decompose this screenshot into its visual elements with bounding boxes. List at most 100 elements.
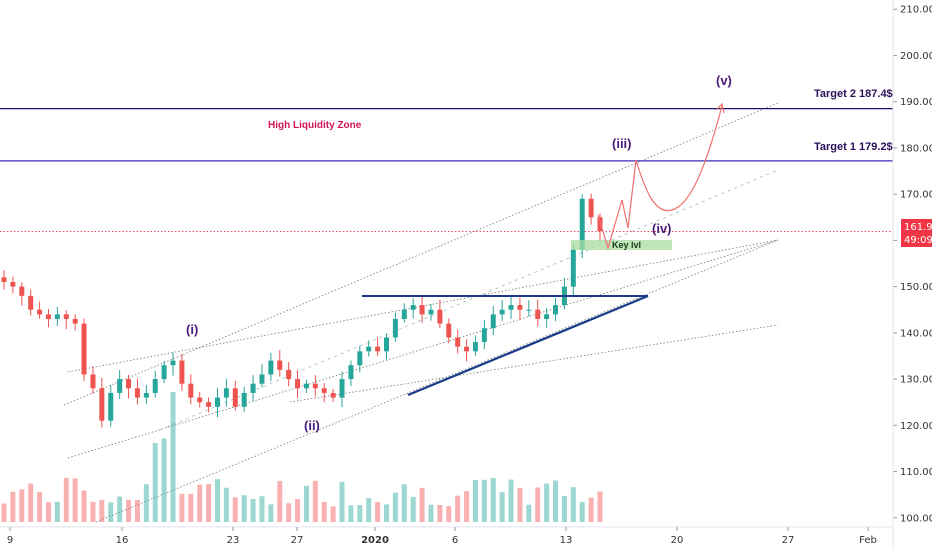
candles <box>1 193 603 428</box>
candle-body <box>143 392 149 398</box>
x-tick-label: Feb <box>859 535 877 546</box>
wave-label-i: (i) <box>186 322 198 337</box>
volume-bar <box>419 487 425 522</box>
candle-body <box>214 397 220 407</box>
y-tick-label: 190.00 <box>900 97 932 108</box>
volume-bar <box>54 501 60 522</box>
candle-body <box>517 305 523 310</box>
x-tick-label: 6 <box>452 535 458 546</box>
x-tick-label: 13 <box>560 535 573 546</box>
candle-body <box>90 374 96 389</box>
candle-body <box>579 198 585 250</box>
volume-bar <box>535 487 541 522</box>
candle-body <box>428 309 434 315</box>
y-tick-label: 100.00 <box>900 513 932 524</box>
volume-bar <box>161 438 167 522</box>
volume-bar <box>241 495 247 522</box>
volume-bar <box>45 502 51 522</box>
candle-body <box>499 309 505 315</box>
candle-body <box>472 342 478 352</box>
candle-body <box>179 360 185 384</box>
y-tick-label: 180.00 <box>900 143 932 154</box>
candle-body <box>303 383 309 389</box>
target-2-label: Target 2 187.4$ <box>814 88 893 100</box>
candle-body <box>481 328 487 343</box>
projection-arrowhead <box>715 102 725 114</box>
x-tick-label: 2020 <box>361 535 389 546</box>
candle-body <box>223 388 229 398</box>
candle-body <box>446 323 452 338</box>
y-tick-label: 110.00 <box>900 467 932 478</box>
candle-body <box>72 318 78 324</box>
candle-body <box>375 346 381 352</box>
volume-bar <box>339 481 345 522</box>
candle-body <box>134 388 140 398</box>
candle-body <box>357 351 363 366</box>
volume-bar <box>99 500 105 522</box>
volume-bar <box>446 506 452 522</box>
volume-bar <box>570 487 576 522</box>
volume-bar <box>152 442 158 522</box>
candle-body <box>241 392 247 407</box>
support-trendline <box>407 294 649 397</box>
volume-bar <box>37 492 43 522</box>
candle-body <box>19 286 25 296</box>
volume-bar <box>481 479 487 522</box>
volume-bar <box>295 499 301 522</box>
candle-body <box>259 374 265 384</box>
candle-body <box>339 379 345 398</box>
volume-bar <box>117 496 123 522</box>
candle-body <box>99 388 105 421</box>
candle-body <box>45 314 51 319</box>
volume-bar <box>579 501 585 522</box>
volume-bar <box>277 480 283 522</box>
volume-bar <box>553 480 559 522</box>
candle-body <box>81 323 87 375</box>
candle-body <box>526 309 532 311</box>
candle-body <box>321 388 327 393</box>
candle-body <box>54 314 60 319</box>
high-liquidity-zone-label: High Liquidity Zone <box>268 120 362 131</box>
lower-channel-line-1 <box>67 239 779 459</box>
volume-bar <box>214 479 220 522</box>
candle-body <box>188 383 194 398</box>
candle-body <box>126 379 132 389</box>
lower-channel-line-3 <box>289 324 779 403</box>
volume-bar <box>108 502 114 522</box>
upper-channel-line <box>63 102 779 406</box>
y-axis[interactable]: 100.00110.00120.00130.00140.00150.00160.… <box>893 5 932 525</box>
volume-bar <box>259 496 265 522</box>
candle-body <box>401 309 407 319</box>
volume-bar <box>197 484 203 522</box>
volume-bar <box>170 392 176 522</box>
y-tick-label: 150.00 <box>900 282 932 293</box>
candle-body <box>197 397 203 403</box>
volume-bar <box>72 478 78 522</box>
candle-body <box>63 314 69 319</box>
candle-body <box>286 369 292 380</box>
x-axis[interactable]: 9 16 23 27 2020 6 13 20 27 Feb <box>7 527 877 546</box>
wave-label-v: (v) <box>716 73 732 88</box>
candle-body <box>455 337 461 347</box>
candle-body <box>570 249 576 287</box>
x-tick-label: 20 <box>671 535 684 546</box>
volume-bar <box>392 492 398 522</box>
volume-bar <box>188 493 194 522</box>
candle-body <box>1 277 7 282</box>
candle-body <box>232 388 238 407</box>
candle-body <box>161 365 167 380</box>
volume-bar <box>179 493 185 522</box>
candle-body <box>464 346 470 352</box>
last-price-value: 161.90 <box>904 222 932 233</box>
volume-bar <box>126 499 132 522</box>
volume-bar <box>348 505 354 522</box>
candle-body <box>366 346 372 352</box>
key-level-zone <box>571 240 672 250</box>
candle-body <box>437 309 443 324</box>
volume-bar <box>330 506 336 522</box>
last-price-badge-bg <box>901 219 932 247</box>
volume-bar <box>526 504 532 522</box>
candle-body <box>268 360 274 375</box>
volume-bar <box>410 496 416 522</box>
